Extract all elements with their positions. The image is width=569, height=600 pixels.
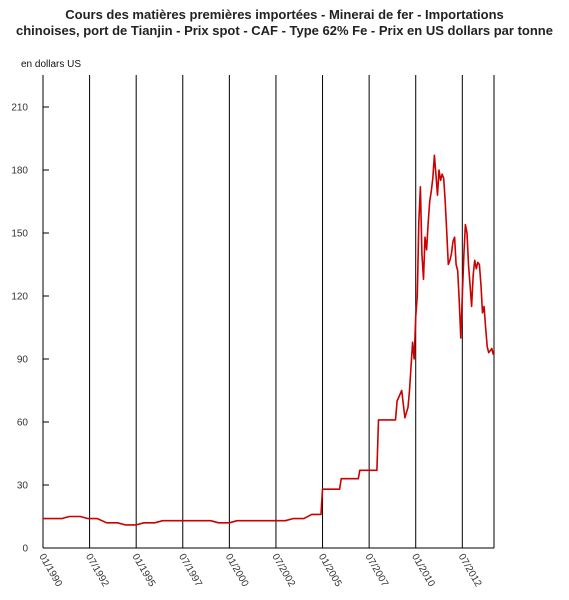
x-tick-label: 01/2010	[409, 552, 437, 589]
y-axis-unit-label: en dollars US	[21, 59, 81, 70]
y-tick-label: 30	[17, 481, 29, 492]
x-tick-label: 07/2012	[456, 552, 484, 589]
y-tick-label: 90	[17, 355, 29, 366]
x-tick-label: 07/1997	[176, 552, 204, 589]
y-tick-label: 180	[11, 166, 28, 177]
chart-title-line-1: Cours des matières premières importées -…	[65, 7, 504, 22]
x-axis-ticks: 01/1990 07/1992 01/1995 07/1997 01/2000 07/20…	[36, 552, 483, 589]
y-tick-label: 60	[17, 418, 29, 429]
y-tick-label: 150	[11, 229, 28, 240]
chart-title: Cours des matières premières importées -…	[0, 7, 569, 39]
x-tick-label: 01/1990	[36, 552, 64, 589]
y-tick-label: 120	[11, 292, 28, 303]
x-tick-label: 01/2005	[316, 552, 344, 589]
x-tick-label: 07/2002	[269, 552, 297, 589]
y-axis-ticks: 0 30 60 90 120 150 180 210	[11, 103, 49, 555]
x-tick-label: 01/2000	[223, 552, 251, 589]
y-tick-label: 0	[22, 544, 28, 555]
x-tick-label: 07/2007	[363, 552, 391, 589]
y-tick-label: 210	[11, 103, 28, 114]
chart-title-line-2: chinoises, port de Tianjin - Prix spot -…	[16, 23, 553, 38]
price-series-line	[43, 154, 495, 526]
x-tick-label: 01/1995	[130, 552, 158, 589]
x-tick-label: 07/1992	[83, 552, 111, 589]
grid-lines	[42, 75, 495, 548]
